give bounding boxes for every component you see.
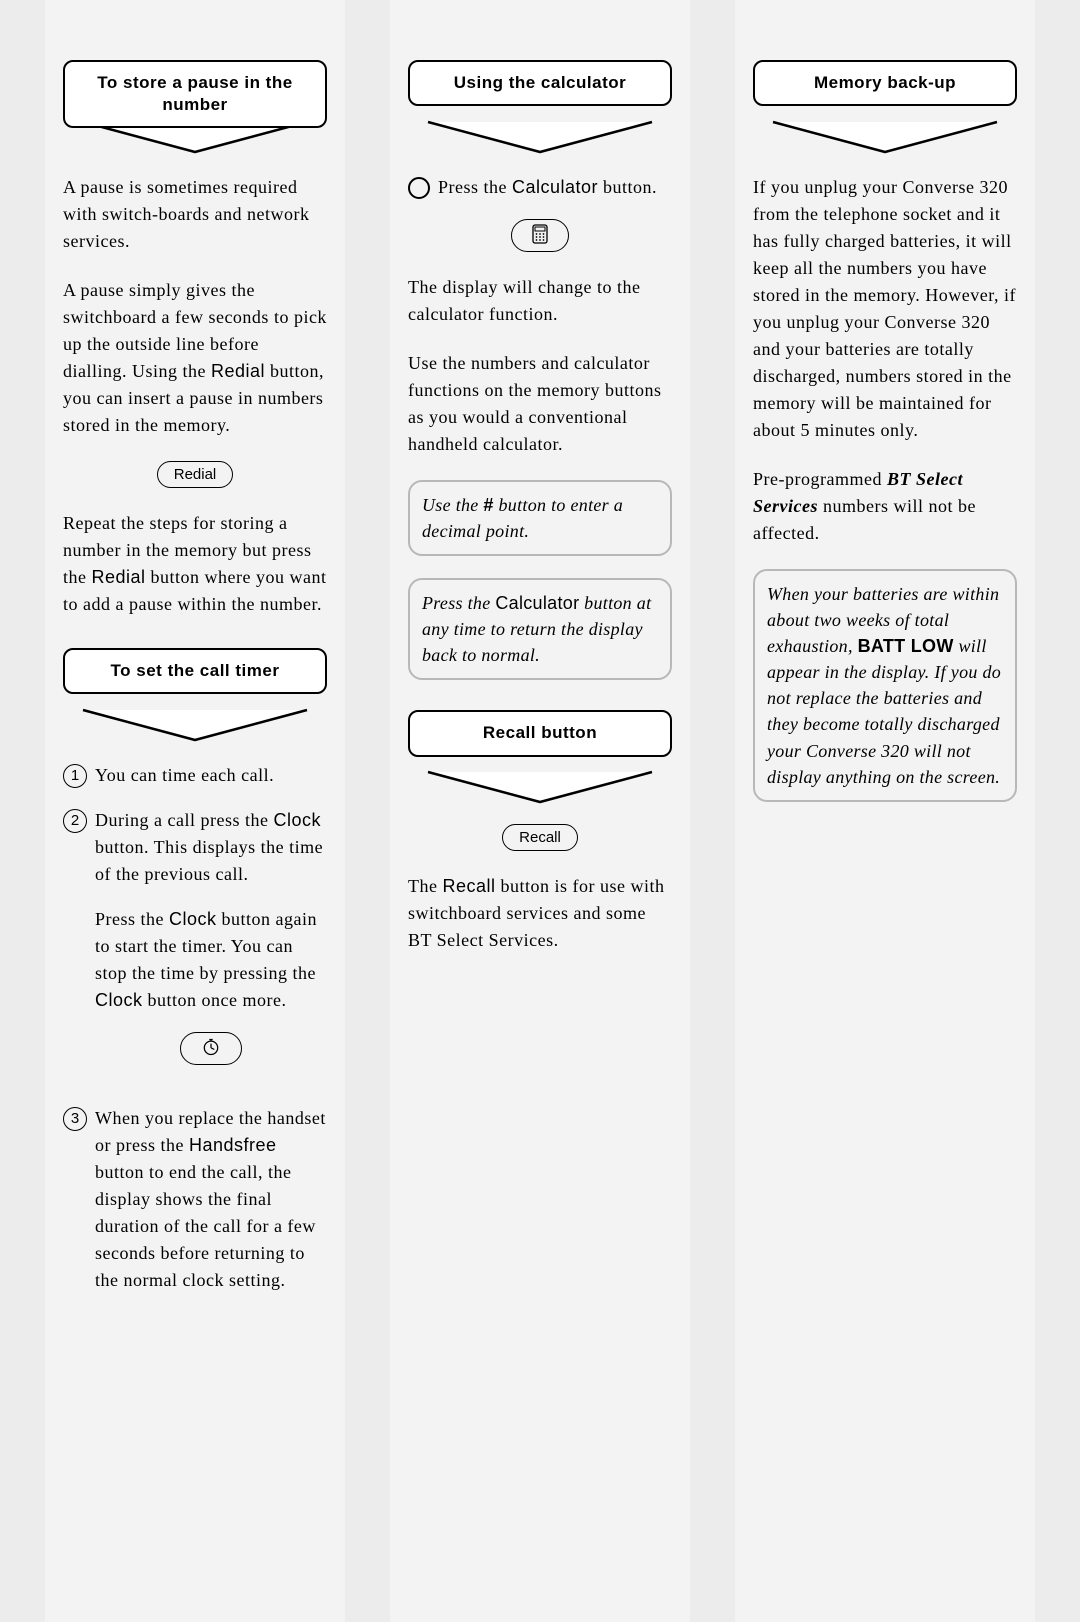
section-heading-memory-backup: Memory back-up — [753, 60, 1017, 132]
button-name: Redial — [92, 567, 146, 587]
step-number: 2 — [63, 809, 87, 833]
paragraph: The Recall button is for use with switch… — [408, 873, 672, 954]
manual-page: To store a pause in the number A pause i… — [0, 0, 1080, 1622]
text: Press the — [438, 177, 512, 197]
text: Use the — [422, 495, 483, 515]
text: The — [408, 876, 442, 896]
text: Pre-programmed — [753, 469, 887, 489]
section-heading-calculator: Using the calculator — [408, 60, 672, 132]
column-gap-2 — [690, 0, 735, 1622]
column-3: Memory back-up If you unplug your Conver… — [735, 0, 1035, 1622]
text: button. — [598, 177, 657, 197]
step-text: When you replace the handset or press th… — [95, 1105, 327, 1294]
heading-text: Using the calculator — [408, 60, 672, 106]
left-gutter — [0, 0, 45, 1622]
chevron-down-icon — [63, 708, 327, 748]
step-number: 3 — [63, 1107, 87, 1131]
column-1: To store a pause in the number A pause i… — [45, 0, 345, 1622]
step-text: Press the Calculator button. — [438, 174, 672, 201]
text: During a call press the — [95, 810, 273, 830]
clock-icon — [180, 1032, 242, 1065]
heading-text: Recall button — [408, 710, 672, 756]
paragraph: A pause simply gives the switchboard a f… — [63, 277, 327, 439]
note-hash-decimal: Use the # button to enter a decimal poin… — [408, 480, 672, 556]
heading-text: To set the call timer — [63, 648, 327, 694]
paragraph: If you unplug your Converse 320 from the… — [753, 174, 1017, 444]
column-2: Using the calculator Press the Calculato… — [390, 0, 690, 1622]
step-hollow: Press the Calculator button. — [408, 174, 672, 201]
heading-text: Memory back-up — [753, 60, 1017, 106]
calculator-button-graphic — [511, 219, 569, 252]
text: Press the — [95, 909, 169, 929]
text: button to end the call, the display show… — [95, 1162, 316, 1290]
text: button once more. — [143, 990, 287, 1010]
section-heading-store-pause: To store a pause in the number — [63, 60, 327, 132]
chevron-down-icon — [753, 120, 1017, 160]
calculator-icon — [532, 224, 548, 244]
button-name: Handsfree — [189, 1135, 277, 1155]
step-2: 2 During a call press the Clock button. … — [63, 807, 327, 1087]
step-3: 3 When you replace the handset or press … — [63, 1105, 327, 1294]
paragraph: The display will change to the calculato… — [408, 274, 672, 328]
recall-button-graphic: Recall — [502, 824, 578, 851]
step-1: 1 You can time each call. — [63, 762, 327, 789]
note-return-display: Press the Calculator button at any time … — [408, 578, 672, 680]
chevron-down-icon — [408, 120, 672, 160]
display-label: BATT LOW — [858, 636, 954, 656]
paragraph: Pre-programmed BT Select Services number… — [753, 466, 1017, 547]
button-name: Recall — [442, 876, 495, 896]
paragraph: Use the numbers and calculator functions… — [408, 350, 672, 458]
right-gutter — [1035, 0, 1080, 1622]
hollow-bullet-icon — [408, 177, 430, 199]
key-name: # — [483, 495, 493, 515]
chevron-down-icon — [408, 770, 672, 810]
paragraph: Repeat the steps for storing a number in… — [63, 510, 327, 618]
button-name: Calculator — [512, 177, 598, 197]
step-text: During a call press the Clock button. Th… — [95, 807, 327, 1087]
button-name: Redial — [211, 361, 265, 381]
step-number: 1 — [63, 764, 87, 788]
stopwatch-icon — [201, 1037, 221, 1057]
note-batt-low: When your batteries are within about two… — [753, 569, 1017, 802]
button-name: Clock — [95, 990, 143, 1010]
section-heading-call-timer: To set the call timer — [63, 648, 327, 720]
button-name: Clock — [169, 909, 217, 929]
column-gap-1 — [345, 0, 390, 1622]
text: will appear in the display. If you do no… — [767, 636, 1001, 786]
paragraph: A pause is sometimes required with switc… — [63, 174, 327, 255]
button-name: Calculator — [495, 593, 579, 613]
section-heading-recall: Recall button — [408, 710, 672, 782]
redial-button-graphic: Redial — [157, 461, 234, 488]
button-name: Clock — [273, 810, 321, 830]
heading-text: To store a pause in the number — [63, 60, 327, 128]
text: Press the — [422, 593, 495, 613]
text: button. This displays the time of the pr… — [95, 837, 323, 884]
step-text: You can time each call. — [95, 762, 327, 789]
